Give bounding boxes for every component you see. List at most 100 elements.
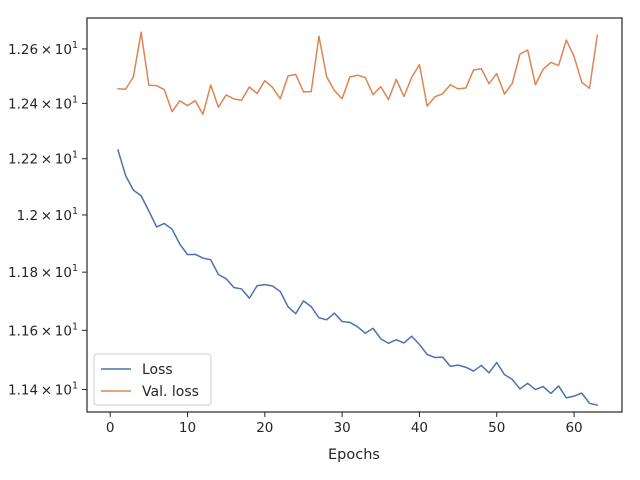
y-tick-label: 1.24 × 101 [8, 94, 78, 112]
data-point-val-loss [140, 31, 143, 34]
data-point-loss [402, 341, 405, 344]
series-line-loss [117, 149, 599, 406]
data-point-loss [341, 320, 344, 323]
data-point-loss [542, 385, 545, 388]
data-point-val-loss [441, 92, 444, 95]
data-point-val-loss [503, 92, 506, 95]
data-point-loss [580, 392, 583, 395]
data-point-val-loss [240, 98, 243, 101]
data-point-val-loss [395, 78, 398, 81]
data-point-val-loss [294, 73, 297, 76]
data-point-loss [518, 387, 521, 390]
data-point-loss [333, 311, 336, 314]
data-point-val-loss [526, 48, 529, 51]
data-point-val-loss [433, 95, 436, 98]
data-point-loss [155, 225, 158, 228]
data-point-loss [487, 371, 490, 374]
data-point-val-loss [511, 82, 514, 85]
data-point-loss [457, 364, 460, 367]
data-point-val-loss [542, 68, 545, 71]
data-point-val-loss [248, 85, 251, 88]
data-point-loss [286, 305, 289, 308]
data-point-val-loss [534, 83, 537, 86]
data-point-val-loss [170, 110, 173, 113]
data-point-loss [534, 388, 537, 391]
data-point-loss [511, 378, 514, 381]
data-point-loss [116, 148, 119, 151]
data-point-loss [387, 342, 390, 345]
data-point-loss [170, 228, 173, 231]
data-point-val-loss [263, 79, 266, 82]
y-tick-label: 1.26 × 101 [8, 40, 78, 58]
data-point-loss [201, 256, 204, 259]
data-point-loss [379, 337, 382, 340]
data-point-val-loss [588, 87, 591, 90]
data-point-val-loss [356, 74, 359, 77]
data-point-val-loss [325, 75, 328, 78]
data-point-val-loss [217, 106, 220, 109]
data-point-loss [232, 286, 235, 289]
data-point-val-loss [418, 63, 421, 66]
data-point-val-loss [457, 87, 460, 90]
data-point-loss [147, 209, 150, 212]
plot-area [87, 18, 622, 412]
data-point-loss [588, 402, 591, 405]
x-tick-label: 10 [179, 420, 196, 436]
data-point-loss [225, 277, 228, 280]
data-point-val-loss [317, 35, 320, 38]
data-point-loss [426, 353, 429, 356]
data-point-loss [526, 382, 529, 385]
data-point-val-loss [333, 89, 336, 92]
data-point-loss [464, 366, 467, 369]
data-point-loss [279, 290, 282, 293]
data-point-val-loss [596, 34, 599, 37]
data-point-val-loss [410, 76, 413, 79]
data-point-loss [371, 327, 374, 330]
data-point-loss [418, 343, 421, 346]
data-point-val-loss [572, 55, 575, 58]
data-point-val-loss [310, 90, 313, 93]
data-point-loss [310, 305, 313, 308]
data-point-loss [449, 365, 452, 368]
data-point-loss [194, 253, 197, 256]
data-point-loss [209, 258, 212, 261]
data-point-loss [186, 253, 189, 256]
x-tick-label: 20 [256, 420, 273, 436]
data-point-val-loss [348, 75, 351, 78]
y-tick-label: 1.18 × 101 [8, 263, 78, 281]
data-point-loss [132, 189, 135, 192]
x-axis-title: Epochs [328, 447, 380, 463]
data-point-val-loss [194, 99, 197, 102]
y-tick-label: 1.16 × 101 [8, 321, 78, 339]
data-point-val-loss [426, 105, 429, 108]
x-tick-label: 60 [565, 420, 582, 436]
legend-label-val-loss: Val. loss [142, 384, 199, 400]
data-point-loss [565, 396, 568, 399]
data-point-loss [248, 297, 251, 300]
data-point-loss [410, 335, 413, 338]
data-point-val-loss [271, 86, 274, 89]
data-point-val-loss [225, 93, 228, 96]
data-point-loss [294, 312, 297, 315]
data-point-loss [255, 284, 258, 287]
data-point-val-loss [472, 68, 475, 71]
data-point-loss [480, 364, 483, 367]
data-point-val-loss [124, 88, 127, 91]
data-point-loss [163, 222, 166, 225]
data-point-val-loss [379, 85, 382, 88]
data-point-val-loss [549, 61, 552, 64]
data-point-loss [557, 384, 560, 387]
data-point-loss [140, 194, 143, 197]
data-point-val-loss [286, 74, 289, 77]
data-point-val-loss [255, 92, 258, 95]
data-point-loss [302, 299, 305, 302]
x-tick-label: 40 [411, 420, 428, 436]
data-point-val-loss [487, 82, 490, 85]
x-tick-label: 50 [488, 420, 505, 436]
data-point-loss [495, 361, 498, 364]
data-point-val-loss [232, 97, 235, 100]
data-point-val-loss [402, 95, 405, 98]
data-point-loss [441, 356, 444, 359]
data-point-val-loss [464, 86, 467, 89]
